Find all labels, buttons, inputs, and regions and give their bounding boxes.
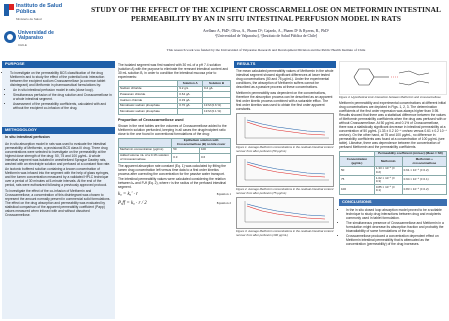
bullet: In the in situ closed loop absorption mo… [346,208,445,220]
equation-text: Pₑff = kₐ · r / 2 [118,200,147,206]
header: Instituto de Salud Pública Ministerio de… [0,0,449,59]
cell: Monobasic sodium phosphate [117,108,179,115]
section-heading: PURPOSE [2,61,115,68]
results-text: The mean calculated permeability values … [234,69,336,111]
paragraph: An isotonic buffered solution containing… [5,167,110,188]
table: Solution A Solution B Sodium chloride 9.2 g… [117,80,231,115]
bullet: Crosscarmellose produced a concentration… [346,234,445,246]
table: Epithelium solution with Crosscarmellose… [117,137,232,163]
column-4: Figure 4. Hypothetical ionic interaction… [339,61,448,319]
equation: Pₑff = kₐ · r / 2 Equation 2 [118,201,231,207]
subheading: In situ intestinal perfusion [5,134,50,139]
header-cell [117,137,173,149]
equation-text: kₐ = kₐ' · r [118,191,139,197]
column-3: RESULTS The mean calculated permeability… [234,61,336,319]
cell: 0.6 [198,152,232,163]
cell: 1.02 × 10⁻⁴ (± 0.3) [373,174,403,186]
row: 50 1.33 × 10⁻⁴ (± 0.2) 0.61 × 10⁻⁴ (± 0.2) [339,165,448,177]
cell: 0.3 [171,152,200,163]
paragraph: The mean calculated permeability values … [236,69,334,90]
logo-sub: CHILE [18,43,27,47]
figure [236,197,334,230]
cell [177,108,204,115]
cell: 0.83 × 10⁻⁴ (± 0.2) [401,184,448,195]
header-row: Concentration (µg/mL) Metformin Metformin … [339,156,448,167]
bullet: The simultaneous presence of Crosscarmel… [346,221,445,233]
subheading: Proportion of Crosscarmellose used [118,118,184,122]
methodology-text: An in situ absorption model in rats was … [2,142,115,217]
cell: 50 [339,165,375,177]
figure-caption: Figure 2. Average Metformin concentratio… [236,187,334,195]
paragraph: The apparent absorption rate constant (E… [118,164,226,189]
cell: 19 M (0.1 %) [202,108,231,115]
equation-label: Equation 2 [216,200,231,205]
logo-sub: Ministerio de Salud [16,17,42,21]
cell: 1.33 × 10⁻⁴ (± 0.2) [373,165,403,177]
table: Permeability coefficient (cm/sec) (Mean … [339,150,448,195]
title: STUDY OF THE EFFECT OF THE XCIPIENT CROS… [90,5,442,24]
paragraph: To investigate the effect of the co-infu… [5,188,111,218]
row: Added volume mL of a 0.1% solution of Cr… [117,152,232,163]
cell: 100 [339,184,375,195]
header-row: Epithelium solution with Crosscarmellose… [117,137,231,149]
cell: 0.61 × 10⁻⁴ (± 0.2) [401,165,448,177]
section-heading: CONCLUSIONS [339,198,447,206]
row: Monobasic sodium phosphate 19 M (0.1 %) [117,108,231,115]
purpose-list: To investigate on the permeability BCS c… [2,69,115,113]
figure-caption: Figure 3. Average Metformin concentratio… [236,229,334,237]
equation-label: Equation 1 [216,191,231,196]
cell: Added volume mL of a 0.1% solution of Cr… [117,152,173,163]
bullet: To investigate on the permeability BCS c… [10,71,112,87]
bullet: An in situ intestinal perfusion model in… [13,88,112,92]
figure [236,113,334,146]
figure-caption: Figure 1. Average Metformin concentratio… [236,145,334,153]
equations: kₐ = kₐ' · r Equation 1 Pₑff = kₐ · r / 2 E… [118,192,231,207]
cell: 75 [339,174,375,186]
header-cell: Concentration (µg/mL) [339,156,375,167]
column-2: The isolated segment was first washed wi… [117,61,232,319]
logo-text: Instituto de Salud Pública [16,3,63,15]
figure [236,155,334,188]
paragraph: Shown in the next tables are the volumes… [118,124,227,137]
authors: Arellano A, PhD¹; Oliva, A., Pharm D¹; G… [202,29,330,33]
row: 75 1.02 × 10⁻⁴ (± 0.3) 0.94 × 10⁻⁴ (± 0.1) [339,174,448,186]
paragraph: Metformin permeability was dependent on … [236,90,333,112]
figure-caption: Figure 4. Hypothetical ionic interaction… [339,95,441,100]
plot [244,201,329,223]
logo-mark [4,31,16,43]
paragraph: An in situ absorption model in rats was … [5,141,111,166]
row: 100 0.85 × 10⁻⁴ (± 0.1) 0.83 × 10⁻⁴ (± 0.2… [339,184,448,195]
funding: This research work was funded by the Uni… [166,48,366,52]
plot [244,117,329,139]
equation: kₐ = kₐ' · r Equation 1 [118,192,231,198]
figures: Figure 1. Average Metformin concentratio… [234,113,336,237]
section-heading: METHODOLOGY [2,127,115,134]
cell: 0.94 × 10⁻⁴ (± 0.1) [401,174,448,186]
figure-structure [339,61,447,95]
affiliations: ¹[Universidad de Valparaíso], ²[Institut… [214,34,318,38]
paragraph: The isolated segment was first washed wi… [118,62,228,79]
header-cell: Metformin [373,156,403,167]
bullet: Simultaneous perfusion of the drug solut… [13,93,112,101]
column-1: PURPOSE To investigate on the permeabili… [2,61,115,319]
conclusions-list: In the in situ closed loop absorption mo… [339,207,447,246]
cell: 0.85 × 10⁻⁴ (± 0.1) [373,184,403,195]
header-cell: Metformin + crosscarmellose [401,156,448,167]
logo-text: Universidad de Valparaíso [18,30,54,42]
header-cell: Epithelium solution with Crosscarmellose… [171,137,231,149]
logo-mark [4,4,14,16]
paragraph: Metformin permeability and experimental … [339,101,447,150]
section-heading: RESULTS [234,61,336,68]
bullet: Assessment of the permeability coefficie… [13,102,112,110]
plot [244,159,329,181]
